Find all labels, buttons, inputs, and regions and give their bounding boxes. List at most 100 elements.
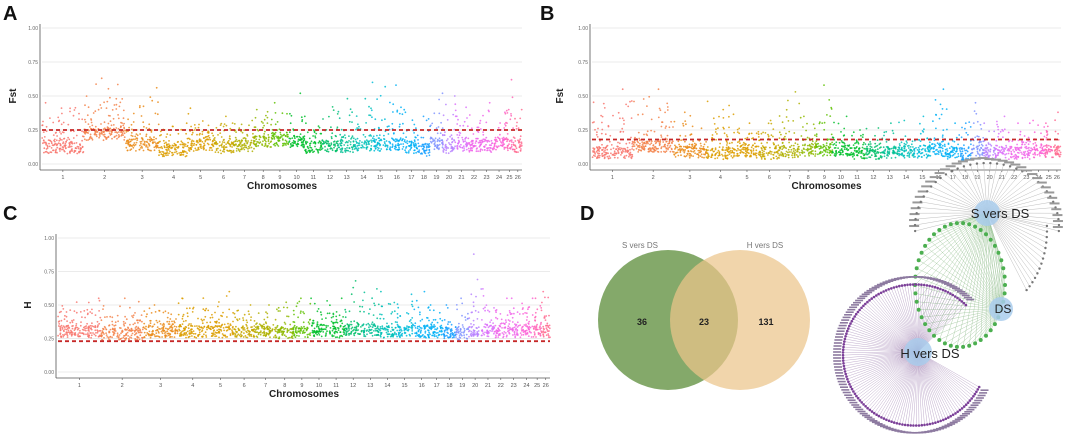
snp-point: [462, 145, 465, 148]
snp-point: [1013, 155, 1015, 158]
snp-point: [59, 147, 62, 150]
snp-point: [228, 135, 231, 138]
snp-point: [790, 144, 793, 147]
snp-point: [71, 319, 73, 322]
snp-point: [346, 141, 349, 144]
snp-point: [874, 134, 876, 137]
snp-point: [141, 328, 144, 331]
snp-point: [668, 126, 671, 129]
x-tick-label: 2: [652, 175, 655, 181]
snp-point: [674, 152, 677, 155]
snp-point: [368, 105, 370, 108]
snp-point: [510, 78, 513, 81]
snp-point: [62, 335, 65, 338]
snp-point: [975, 112, 978, 115]
snp-point: [877, 127, 880, 129]
snp-point: [814, 150, 817, 153]
snp-point: [161, 327, 163, 330]
snp-point: [619, 147, 621, 149]
snp-point: [505, 109, 508, 112]
snp-point: [679, 134, 682, 137]
snp-point: [125, 146, 128, 149]
snp-point: [738, 149, 740, 151]
snp-point: [330, 142, 333, 145]
snp-point: [663, 143, 666, 146]
snp-point: [1003, 115, 1006, 118]
snp-point: [689, 134, 692, 136]
snp-point: [123, 297, 126, 300]
snp-point: [808, 154, 810, 157]
x-axis-label: Chromosomes: [247, 181, 317, 192]
snp-point: [160, 330, 163, 333]
snp-point: [719, 142, 721, 145]
snp-point: [211, 132, 214, 135]
snp-point: [373, 149, 376, 152]
snp-point: [214, 151, 217, 154]
snp-point: [62, 325, 65, 327]
snp-point: [71, 327, 74, 330]
snp-point: [515, 125, 518, 127]
snp-point: [337, 144, 340, 146]
snp-point: [79, 324, 82, 327]
snp-point: [181, 317, 184, 320]
snp-point: [1049, 150, 1052, 153]
snp-point: [42, 131, 45, 134]
x-tick-label: 3: [159, 383, 162, 389]
x-tick-label: 13: [887, 175, 893, 181]
snp-point: [651, 147, 654, 150]
snp-point: [728, 126, 730, 129]
snp-point: [265, 114, 267, 117]
snp-point: [177, 146, 180, 149]
snp-point: [267, 136, 270, 139]
snp-point: [886, 150, 889, 153]
snp-point: [483, 149, 486, 151]
snp-point: [289, 146, 292, 149]
snp-point: [650, 129, 652, 132]
snp-point: [760, 158, 763, 160]
snp-point: [918, 148, 921, 151]
snp-point: [377, 141, 379, 144]
snp-point: [94, 125, 97, 128]
snp-point: [1026, 153, 1028, 156]
snp-point: [149, 336, 152, 339]
snp-point: [169, 335, 172, 338]
snp-point: [185, 326, 188, 329]
snp-point: [629, 148, 631, 151]
snp-point: [131, 315, 133, 317]
snp-point: [736, 128, 739, 131]
snp-point: [980, 146, 982, 149]
snp-point: [781, 141, 784, 144]
snp-point: [192, 306, 195, 309]
snp-point: [913, 150, 916, 152]
snp-point: [156, 142, 159, 145]
snp-point: [79, 143, 81, 146]
snp-point: [203, 333, 205, 336]
snp-point: [933, 143, 936, 146]
snp-point: [190, 144, 192, 147]
snp-point: [851, 134, 853, 137]
snp-point: [123, 129, 125, 132]
snp-point: [194, 127, 197, 129]
snp-point: [234, 334, 237, 336]
snp-point: [71, 333, 73, 336]
snp-point: [265, 140, 267, 143]
snp-point: [688, 156, 691, 159]
snp-point: [68, 327, 71, 329]
snp-point: [884, 148, 887, 151]
snp-point: [286, 133, 289, 136]
snp-point: [368, 134, 371, 137]
snp-point: [1059, 153, 1062, 156]
snp-point: [629, 100, 631, 103]
snp-point: [55, 148, 57, 151]
snp-point: [933, 150, 936, 153]
snp-point: [898, 148, 901, 151]
x-tick-label: 10: [294, 175, 300, 181]
snp-point: [510, 114, 513, 117]
snp-point: [482, 131, 484, 134]
snp-point: [86, 308, 89, 311]
snp-point: [278, 128, 281, 131]
chromosome-26-points: [512, 108, 523, 154]
snp-point: [405, 141, 407, 144]
snp-point: [826, 154, 829, 157]
snp-point: [1003, 128, 1006, 131]
